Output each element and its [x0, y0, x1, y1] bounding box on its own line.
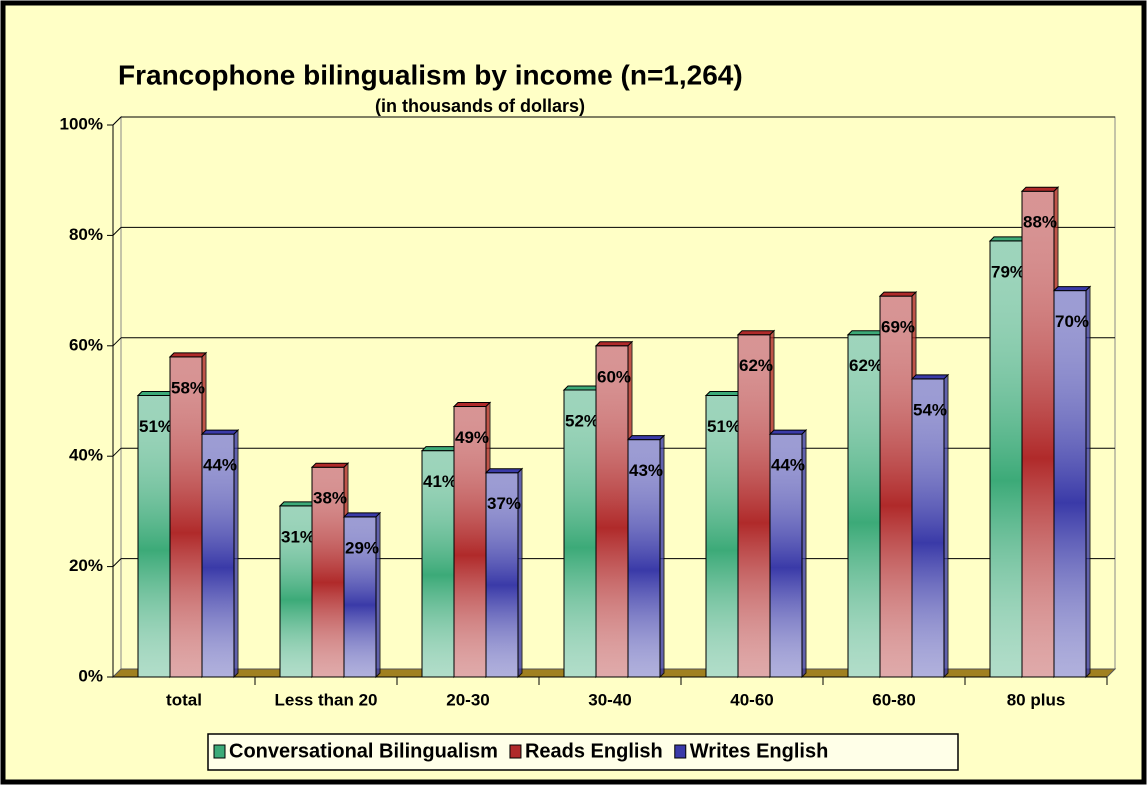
y-tick-label: 0%: [78, 666, 103, 685]
bar: [168, 351, 208, 679]
legend-label: Writes English: [690, 740, 829, 762]
grid-side: [112, 558, 122, 567]
data-label: 41%: [423, 472, 457, 491]
bar: [562, 384, 602, 679]
grid-side: [112, 116, 122, 126]
data-label: 58%: [171, 378, 205, 397]
bar: [278, 500, 318, 679]
y-tick-label: 40%: [69, 446, 103, 465]
y-tick-label: 100%: [60, 114, 103, 133]
x-tick-label: 40-60: [730, 690, 773, 709]
data-label: 70%: [1055, 312, 1089, 331]
legend-swatch: [213, 744, 226, 759]
x-tick-label: 80 plus: [1007, 690, 1066, 709]
legend-label: Conversational Bilingualism: [229, 740, 498, 762]
data-label: 37%: [487, 494, 521, 513]
y-tick-label: 60%: [69, 335, 103, 354]
data-label: 38%: [313, 489, 347, 508]
bar: [910, 373, 950, 679]
y-tick-label: 20%: [69, 556, 103, 575]
bar: [484, 467, 524, 679]
side-wall: [112, 115, 122, 679]
data-label: 31%: [281, 527, 315, 546]
bar: [626, 434, 666, 679]
data-label: 62%: [849, 356, 883, 375]
bar: [768, 428, 808, 679]
data-label: 79%: [991, 262, 1025, 281]
bar: [846, 329, 886, 679]
grid-side: [112, 447, 122, 457]
data-label: 54%: [913, 400, 947, 419]
bar: [988, 235, 1028, 679]
data-label: 62%: [739, 356, 773, 375]
data-label: 49%: [455, 428, 489, 447]
bar: [594, 340, 634, 679]
grid-side: [112, 227, 122, 236]
bar: [736, 329, 776, 679]
data-label: 51%: [139, 417, 173, 436]
legend-swatch: [674, 744, 687, 759]
legend-swatch: [509, 744, 522, 759]
bar: [878, 290, 918, 679]
grid-side: [112, 337, 122, 347]
data-label: 51%: [707, 417, 741, 436]
bar: [1052, 285, 1092, 679]
x-tick-label: 30-40: [588, 690, 631, 709]
legend-box: [207, 733, 959, 771]
data-label: 88%: [1023, 213, 1057, 232]
data-label: 43%: [629, 461, 663, 480]
x-tick-label: 60-80: [872, 690, 915, 709]
bar: [1020, 186, 1060, 679]
data-label: 52%: [565, 411, 599, 430]
data-label: 44%: [203, 456, 237, 475]
legend-label: Reads English: [525, 740, 663, 762]
bar: [342, 511, 382, 679]
chart-title: Francophone bilingualism by income (n=1,…: [118, 59, 743, 90]
chart-subtitle: (in thousands of dollars): [375, 96, 585, 116]
y-tick-label: 80%: [69, 225, 103, 244]
data-label: 60%: [597, 367, 631, 386]
data-label: 69%: [881, 318, 915, 337]
x-tick-label: 20-30: [446, 690, 489, 709]
bar: [200, 428, 240, 679]
data-label: 44%: [771, 456, 805, 475]
bar: [420, 445, 460, 679]
data-label: 29%: [345, 538, 379, 557]
x-tick-label: total: [166, 690, 202, 709]
x-tick-label: Less than 20: [275, 690, 378, 709]
